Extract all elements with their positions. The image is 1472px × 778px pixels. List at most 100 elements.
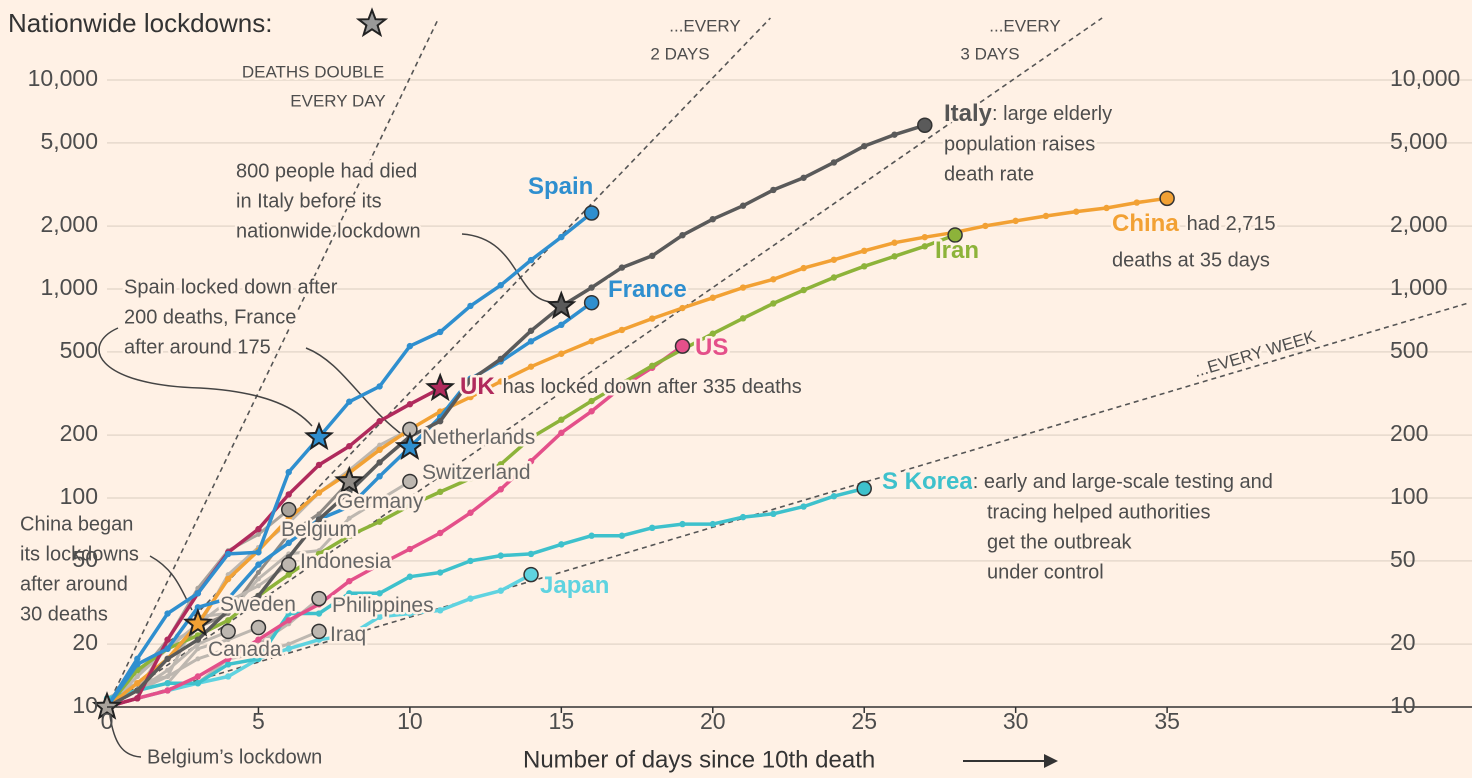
series-label: S Korea: early and large-scale testing a…	[882, 468, 1273, 495]
point	[164, 679, 171, 687]
point	[224, 661, 232, 668]
point	[406, 342, 414, 350]
point	[346, 632, 353, 639]
point	[497, 461, 504, 468]
x-axis-label: Number of days since 10th death	[523, 746, 875, 773]
point	[497, 281, 504, 289]
point	[285, 539, 292, 547]
point	[649, 362, 656, 370]
end-dot	[402, 473, 418, 490]
point	[830, 159, 838, 166]
y-tick-label: 10	[72, 692, 98, 718]
point	[800, 174, 807, 181]
point	[558, 233, 565, 241]
legend-name: Philippines	[332, 594, 434, 617]
point	[376, 561, 383, 568]
point	[921, 233, 928, 241]
point	[134, 673, 140, 679]
point	[194, 636, 202, 643]
lockdown-star	[304, 421, 335, 451]
chart-title: Nationwide lockdowns:	[8, 8, 272, 38]
point	[376, 383, 383, 390]
point	[770, 510, 777, 518]
point	[376, 473, 383, 480]
point	[224, 595, 232, 602]
end-dot	[583, 205, 600, 221]
series-label: Spain	[528, 173, 593, 200]
point	[982, 222, 989, 230]
series-note: : large elderly	[992, 103, 1112, 125]
series-note: death rate	[944, 163, 1034, 185]
point	[286, 531, 292, 537]
end-dot	[674, 338, 691, 354]
lockdown-star	[394, 431, 426, 460]
point	[315, 489, 323, 496]
series-label: Belgium	[281, 518, 357, 541]
legend-name: Canada	[208, 638, 282, 661]
x-tick-label: 25	[851, 708, 877, 734]
point	[255, 531, 261, 537]
end-dot	[947, 227, 963, 243]
legend-name: Italy	[944, 100, 993, 127]
y-tick-label-right: 100	[1390, 483, 1428, 509]
point	[346, 442, 353, 450]
doubling-line	[106, 17, 440, 708]
legend-name: Belgium	[281, 518, 357, 541]
point	[255, 525, 262, 533]
point	[467, 595, 474, 602]
y-tick-label: 50	[72, 546, 98, 572]
end-dot	[1159, 190, 1175, 207]
series-note: get the outbreak	[987, 531, 1133, 553]
annotation: 200 deaths, France	[124, 306, 296, 328]
doubling-label: DEATHS DOUBLE	[242, 62, 384, 81]
y-tick-label: 200	[60, 420, 98, 446]
point	[618, 264, 626, 271]
point	[558, 416, 565, 423]
series-note: : early and large-scale testing and	[973, 471, 1273, 493]
doubling-label: EVERY DAY	[290, 91, 385, 110]
series-note: had 2,715	[1187, 213, 1276, 235]
point	[679, 520, 686, 528]
doubling-label: ...EVERY	[989, 16, 1061, 35]
point	[709, 520, 716, 528]
point	[286, 641, 292, 647]
point	[436, 488, 444, 496]
y-tick-label: 5,000	[40, 128, 98, 154]
point	[164, 610, 171, 617]
leader-line	[305, 347, 405, 437]
point	[255, 561, 262, 568]
point	[649, 252, 656, 260]
point	[376, 518, 383, 525]
point	[467, 393, 474, 401]
point	[285, 645, 292, 652]
series-label: Iran	[935, 237, 979, 264]
doubling-label: 2 DAYS	[650, 44, 709, 63]
point	[315, 550, 323, 558]
point	[679, 304, 686, 312]
legend-name: Netherlands	[422, 426, 535, 449]
point	[376, 613, 383, 621]
x-tick-label: 15	[549, 708, 575, 734]
legend-name: Iran	[935, 237, 979, 264]
point	[800, 264, 807, 272]
point	[891, 253, 898, 260]
point	[376, 459, 383, 466]
x-tick-label: 35	[1154, 708, 1180, 734]
point	[255, 570, 261, 576]
reference-lines	[98, 17, 1471, 758]
point	[164, 636, 171, 643]
point	[285, 610, 292, 617]
point	[316, 511, 322, 517]
y-tick-label: 1,000	[40, 274, 98, 300]
end-dot	[311, 590, 327, 607]
point	[830, 493, 838, 500]
point	[558, 350, 565, 357]
y-tick-label: 20	[72, 629, 98, 655]
annotation: China began	[20, 513, 133, 535]
point	[527, 338, 535, 345]
point	[285, 571, 292, 578]
lockdown-star	[182, 607, 213, 637]
point	[406, 502, 414, 509]
point	[861, 247, 868, 255]
